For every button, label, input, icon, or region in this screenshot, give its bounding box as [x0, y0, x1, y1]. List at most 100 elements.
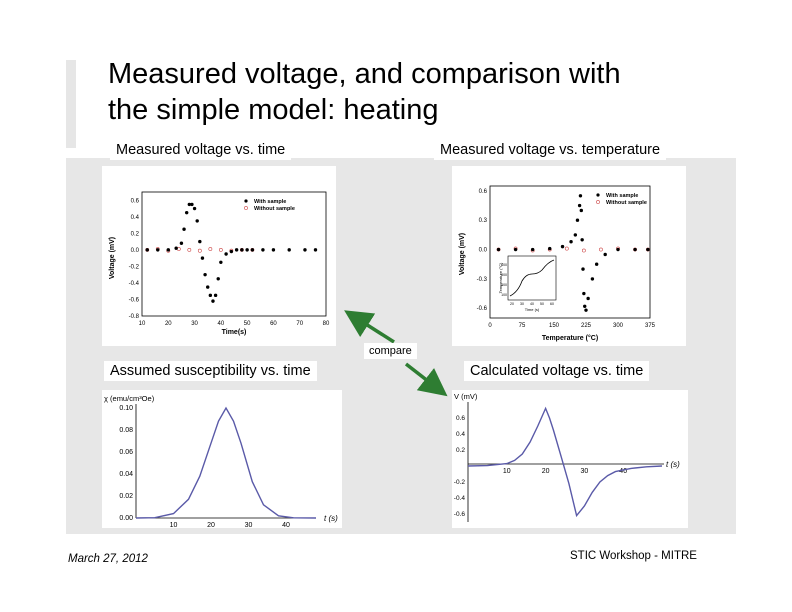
point-with-sample [203, 272, 207, 277]
point-with-sample [530, 247, 535, 252]
title-accent-bar [66, 60, 76, 148]
point-with-sample [213, 293, 218, 298]
point-with-sample [616, 247, 620, 252]
x-tick-label: 10 [139, 321, 146, 327]
y-tick-label: -0.2 [454, 479, 466, 486]
x-tick-label: 40 [282, 522, 290, 528]
point-with-sample [578, 194, 583, 198]
point-with-sample [187, 202, 192, 207]
y-tick-label: -0.6 [454, 511, 466, 518]
y-tick-label: 0.00 [119, 515, 133, 522]
y-tick-label: 0.2 [131, 231, 140, 237]
point-with-sample [198, 239, 202, 244]
y-tick-label: 0.6 [131, 198, 140, 204]
chart-calculated-voltage-svg: V (mV) t (s) 10 20 30 40 0.6 0.4 0.2 -0.2 -0.4 -0… [454, 392, 680, 522]
plot-frame [141, 191, 327, 317]
caption-calculated-voltage: Calculated voltage vs. time [464, 361, 650, 381]
point-with-sample [219, 260, 223, 264]
point-with-sample [603, 252, 607, 257]
point-with-sample [208, 293, 213, 298]
legend-with-sample: With sample [606, 193, 638, 199]
y-tick-label: -0.8 [129, 314, 140, 320]
y-tick-label: 0.6 [479, 189, 488, 195]
legend-marker-without-sample [244, 206, 248, 210]
point-with-sample [145, 248, 149, 252]
y-axis-label: Voltage (mV) [109, 237, 116, 279]
y-tick-label: -0.2 [129, 264, 140, 270]
y-tick-label: 0.06 [119, 449, 133, 456]
x-tick-label: 0 [488, 323, 492, 329]
legend-marker-without-sample [596, 200, 600, 204]
point-with-sample [577, 203, 582, 208]
inset-y-label: Temperature (°C) [498, 262, 503, 293]
y-tick-label: 0.10 [119, 405, 133, 412]
point-with-sample [216, 277, 220, 281]
x-axis-label: Time(s) [222, 329, 247, 336]
y-tick-label: 0.4 [456, 431, 465, 438]
point-with-sample [573, 233, 578, 237]
point-with-sample [184, 210, 189, 215]
point-with-sample [179, 241, 184, 245]
x-tick-label: 30 [191, 321, 198, 327]
title-line-2: the simple model: heating [108, 94, 439, 126]
slide-title: Measured voltage, and comparison with th… [108, 56, 748, 128]
point-with-sample [240, 248, 244, 252]
y-axis-label: V (mV) [454, 392, 478, 401]
legend: With sample Without sample [244, 199, 295, 212]
point-with-sample [580, 238, 584, 242]
inset-y-tick: 200 [501, 283, 507, 287]
point-with-sample [496, 247, 501, 252]
point-with-sample [548, 246, 552, 251]
x-tick-label: 70 [296, 321, 303, 327]
x-tick-label: 300 [613, 323, 624, 329]
y-tick-label: 0.0 [131, 248, 140, 254]
chart-calculated-voltage: V (mV) t (s) 10 20 30 40 0.6 0.4 0.2 -0.2 -0.4 -0… [452, 390, 688, 528]
x-tick-label: 75 [519, 323, 526, 329]
point-with-sample [206, 285, 210, 289]
point-with-sample [560, 244, 565, 249]
point-with-sample [513, 247, 518, 252]
chart-voltage-vs-temperature-svg: Voltage (mV) Temperature (°C) 0 75 150 225 3… [459, 185, 656, 342]
voltage-curve [467, 406, 663, 518]
inset-x-tick: 60 [550, 302, 554, 306]
chart-voltage-vs-temperature: Voltage (mV) Temperature (°C) 0 75 150 225 3… [452, 166, 686, 346]
point-with-sample [569, 240, 573, 244]
x-tick-label: 20 [207, 522, 215, 528]
y-tick-label: 0.04 [119, 471, 133, 478]
legend-without-sample: Without sample [606, 200, 647, 206]
x-tick-label: 50 [244, 321, 251, 327]
inset-y-tick: 100 [501, 293, 507, 297]
x-tick-label: 60 [270, 321, 277, 327]
point-with-sample [313, 248, 318, 252]
y-tick-label: 0.2 [456, 447, 465, 454]
x-axis-label: Temperature (°C) [542, 334, 598, 342]
point-with-sample [224, 252, 228, 256]
point-without-sample [218, 247, 223, 252]
y-tick-label: 0.02 [119, 493, 133, 500]
y-tick-label: 0.4 [131, 215, 140, 221]
y-tick-label: -0.6 [129, 297, 140, 303]
x-tick-label: 80 [323, 321, 330, 327]
point-with-sample [303, 248, 307, 252]
arrow-to-measured [344, 310, 395, 344]
x-tick-label: 10 [503, 468, 511, 475]
chart-voltage-vs-time: Voltage (mV) Time(s) 10 20 30 40 50 60 70 80 0.6… [102, 166, 336, 346]
point-with-sample [234, 248, 239, 252]
caption-susceptibility-vs-time: Assumed susceptibility vs. time [104, 361, 317, 381]
chart-susceptibility: χ (emu/cm³Oe) t (s) 10 20 30 40 0.10 0.08 0.06… [102, 390, 342, 529]
footer-date: March 27, 2012 [68, 553, 148, 565]
point-without-sample [599, 247, 603, 252]
point-with-sample [590, 277, 595, 281]
point-with-sample [261, 248, 265, 252]
arrow-to-calculated [404, 362, 448, 397]
legend-without-sample: Without sample [254, 206, 295, 212]
x-tick-label: 20 [542, 468, 550, 475]
y-tick-label: -0.4 [129, 281, 140, 287]
inset-x-label: Time (s) [525, 307, 540, 312]
inset-plot: Time (s) Temperature (°C) 20 30 40 50 60 100 2… [498, 255, 557, 312]
inset-x-tick: 30 [520, 302, 524, 306]
inset-x-tick: 50 [540, 302, 544, 306]
point-without-sample [187, 247, 192, 252]
point-with-sample [271, 248, 276, 252]
y-tick-label: 0.08 [119, 427, 133, 434]
